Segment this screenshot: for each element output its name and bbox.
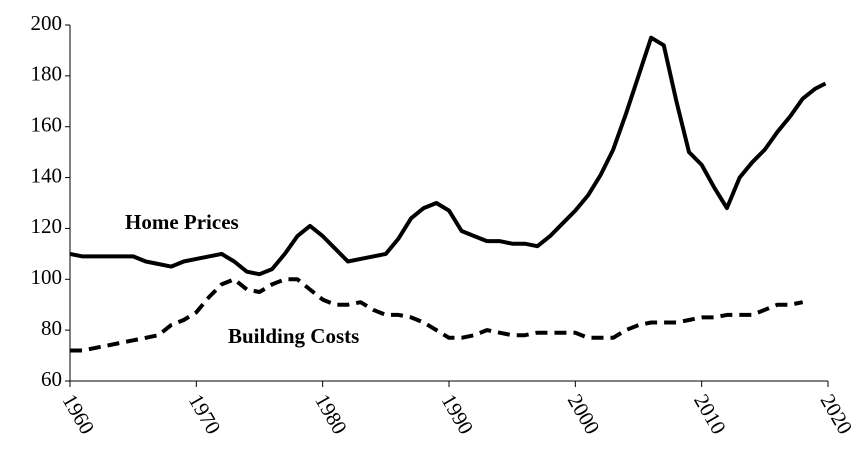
- x-tick-label: 1970: [184, 390, 226, 438]
- x-tick-label: 1960: [58, 390, 100, 438]
- annotation: Building Costs: [228, 324, 359, 348]
- y-tick-label: 120: [31, 214, 63, 238]
- y-tick-label: 180: [31, 62, 63, 86]
- y-tick-label: 140: [31, 163, 63, 187]
- y-tick-label: 80: [41, 316, 62, 340]
- x-tick-label: 1990: [437, 390, 479, 438]
- x-tick-label: 2010: [689, 390, 731, 438]
- y-tick-label: 100: [31, 265, 63, 289]
- x-tick-label: 2000: [563, 390, 605, 438]
- x-tick-label: 2020: [816, 390, 858, 438]
- series-line: [69, 35, 827, 277]
- x-tick-label: 1980: [310, 390, 352, 438]
- y-tick-label: 200: [31, 11, 63, 35]
- annotation: Home Prices: [125, 210, 239, 234]
- y-tick-label: 160: [31, 113, 63, 137]
- y-tick-label: 60: [41, 367, 62, 391]
- series-line: [70, 277, 804, 353]
